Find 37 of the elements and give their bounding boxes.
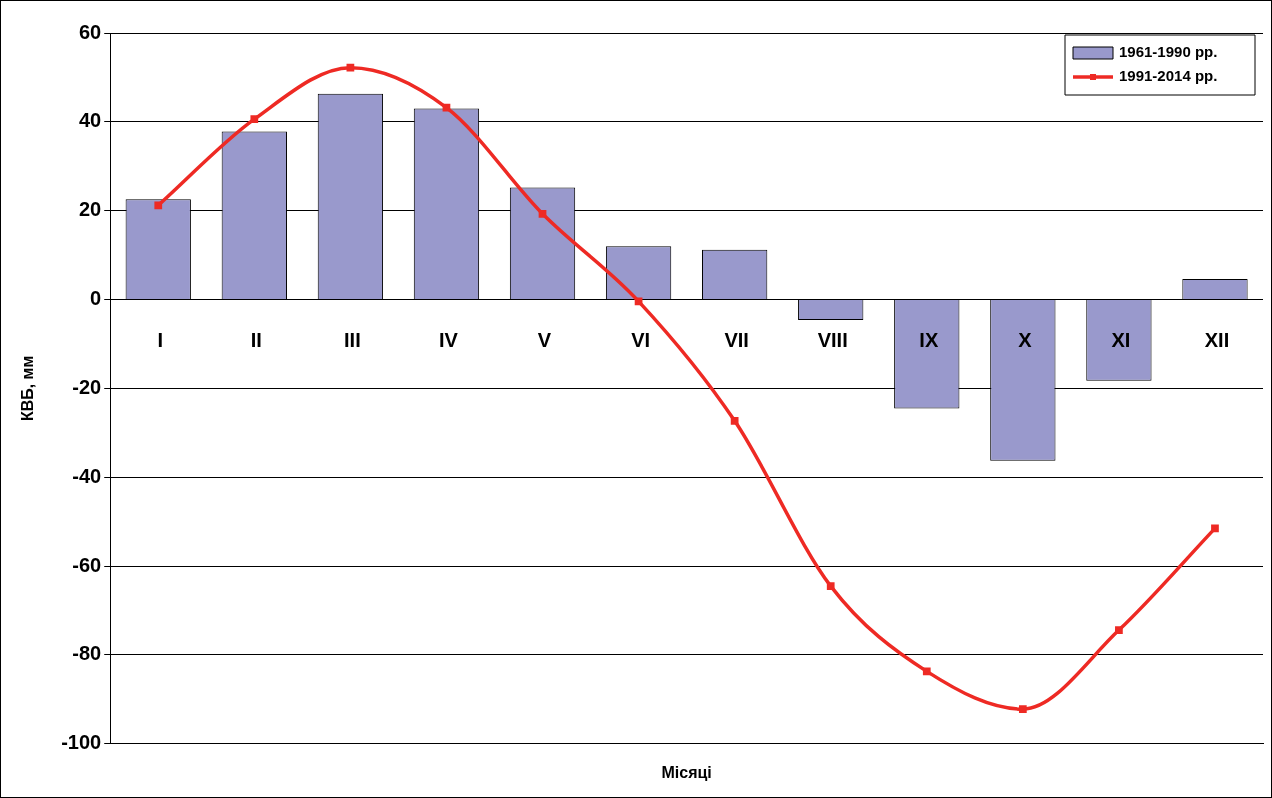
point (346, 63, 355, 72)
point (1115, 626, 1123, 634)
point (634, 297, 643, 306)
y-tick-label: 40 (78, 109, 102, 132)
x-tick-label: VII (724, 329, 749, 352)
x-tick-label: III (344, 329, 361, 352)
x-tick-label: XI (1111, 329, 1131, 352)
x-tick-label: VI (631, 329, 651, 352)
x-tick-label: I (157, 329, 164, 352)
x-axis-title: Місяці (661, 763, 712, 781)
y-tick-label: 0 (90, 287, 102, 310)
y-tick-label: -80 (72, 642, 102, 665)
y-axis-title: КВБ, мм (19, 355, 37, 422)
y-tick-label: 60 (78, 20, 102, 43)
x-tick-label: XII (1204, 329, 1230, 352)
point (538, 209, 547, 218)
x-tick-label: X (1018, 329, 1033, 352)
point (1018, 705, 1027, 714)
y-tick-label: -60 (72, 553, 102, 576)
x-tick-label: II (250, 329, 262, 352)
legend-label: 1961-1990 рр. (1119, 43, 1218, 61)
point (442, 103, 451, 112)
y-tick-label: 20 (78, 198, 102, 221)
x-tick-label: IV (439, 329, 459, 352)
x-tick-label: IX (919, 329, 939, 352)
legend-label: 1991-2014 рр. (1119, 67, 1218, 85)
y-tick-label: -20 (72, 375, 102, 398)
y-tick-label: -100 (61, 731, 102, 754)
point (826, 582, 835, 590)
point (1211, 524, 1219, 533)
point (730, 416, 739, 425)
point (250, 115, 259, 124)
y-tick-label: -40 (72, 464, 102, 487)
point (154, 201, 163, 210)
point (922, 667, 931, 676)
x-tick-label: VIII (817, 329, 848, 352)
x-tick-label: V (537, 329, 552, 352)
